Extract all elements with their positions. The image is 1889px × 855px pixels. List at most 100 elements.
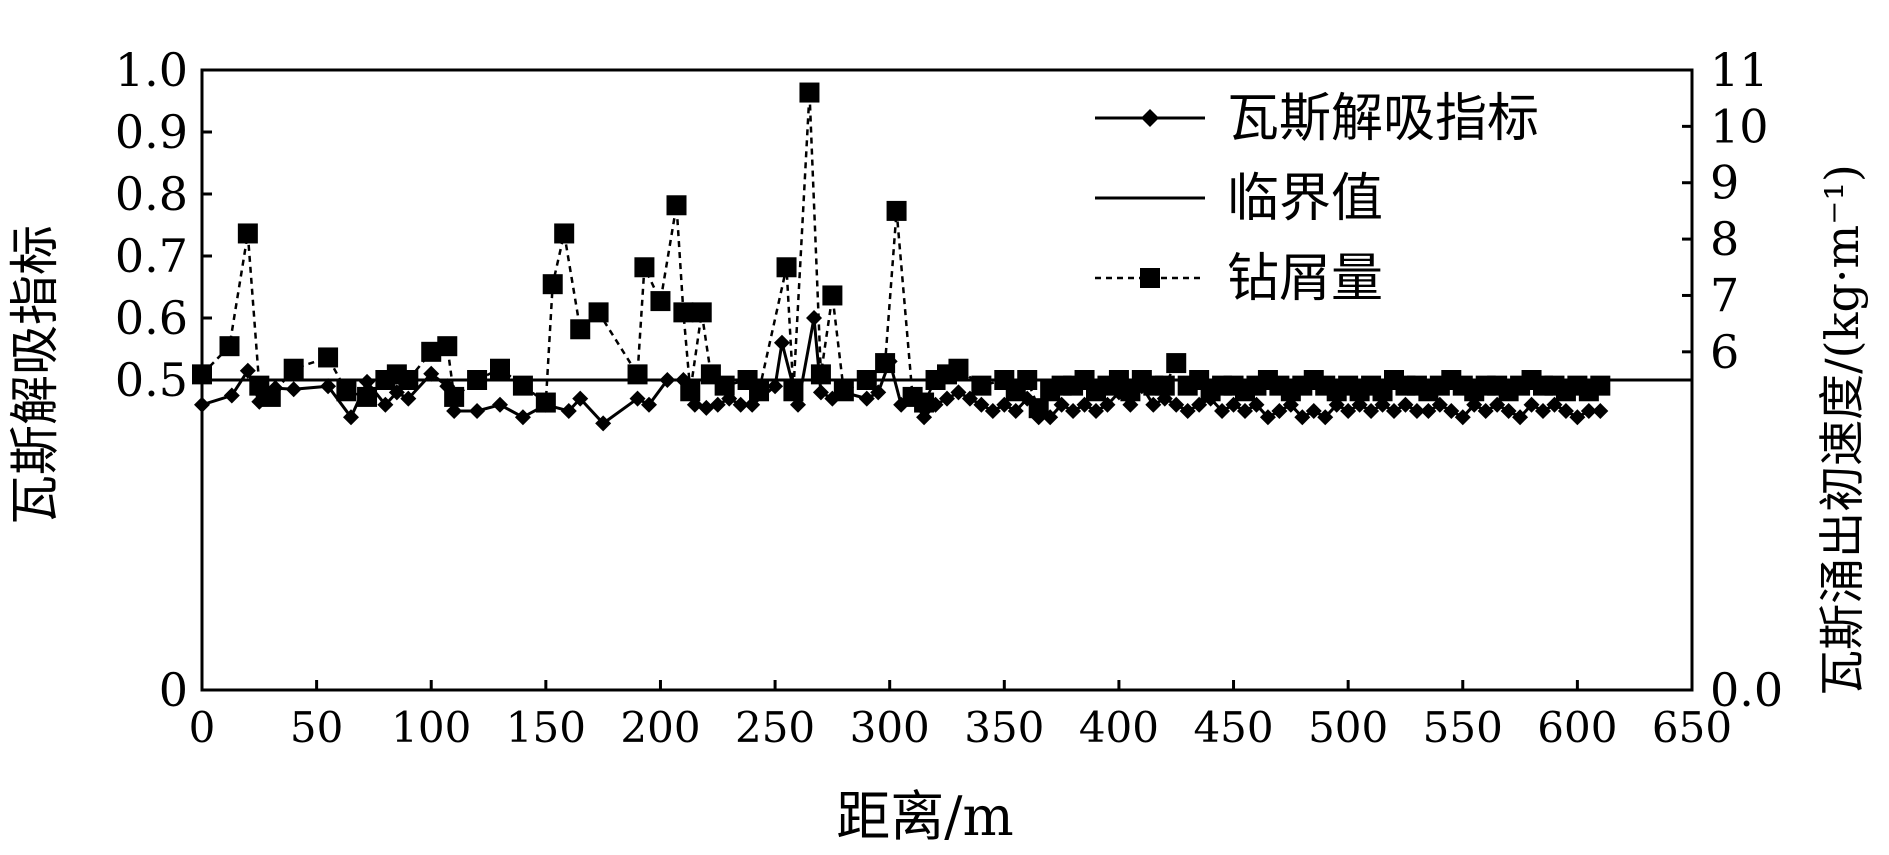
data-point-square xyxy=(512,375,533,396)
data-point-diamond xyxy=(560,403,577,419)
data-point-square xyxy=(398,370,419,390)
legend-label: 临界值 xyxy=(1227,169,1383,229)
left-y-axis-label: 瓦斯解吸指标 xyxy=(6,225,64,525)
data-point-diamond xyxy=(950,384,967,401)
left-tick-label: 0 xyxy=(159,663,188,717)
data-point-diamond xyxy=(698,399,715,416)
data-point-square xyxy=(1017,370,1038,390)
right-tick-label: 0.0 xyxy=(1710,663,1783,717)
legend-label: 钻屑量 xyxy=(1227,249,1383,309)
x-tick-label: 650 xyxy=(1652,703,1732,752)
data-point-diamond xyxy=(812,384,829,401)
data-point-diamond xyxy=(1145,396,1162,413)
data-point-square xyxy=(588,302,609,323)
data-point-diamond xyxy=(916,409,933,426)
left-y-axis: 0 0.5 0.6 0.7 0.8 0.9 1.0 xyxy=(115,43,212,717)
x-tick-label: 600 xyxy=(1537,703,1617,752)
data-point-diamond xyxy=(1477,403,1494,419)
data-point-diamond xyxy=(1294,409,1311,426)
data-point-square xyxy=(680,381,701,402)
data-point-square xyxy=(570,319,591,340)
data-point-diamond xyxy=(858,390,875,407)
data-point-square xyxy=(776,257,797,278)
left-tick-label: 0.5 xyxy=(115,353,188,407)
data-point-square xyxy=(810,364,831,385)
x-tick-label: 550 xyxy=(1423,703,1503,752)
legend-swatch-marker xyxy=(1141,109,1159,127)
data-point-square xyxy=(237,223,258,244)
data-point-diamond xyxy=(1271,403,1288,419)
left-tick-label: 0.7 xyxy=(115,229,188,283)
data-point-diamond xyxy=(1592,403,1609,419)
series-2 xyxy=(192,82,1611,419)
data-point-square xyxy=(444,386,465,407)
left-tick-label: 0.6 xyxy=(115,291,188,345)
data-point-diamond xyxy=(377,396,394,413)
data-point-square xyxy=(856,370,877,390)
data-point-diamond xyxy=(514,409,531,426)
data-point-diamond xyxy=(1408,403,1425,419)
data-point-square xyxy=(971,375,992,396)
data-point-diamond xyxy=(1179,403,1196,419)
data-point-diamond xyxy=(572,390,589,407)
data-point-square xyxy=(318,347,339,368)
data-point-diamond xyxy=(1569,409,1586,426)
data-point-square xyxy=(749,381,770,402)
left-tick-label: 0.9 xyxy=(115,105,188,159)
data-point-diamond xyxy=(1340,403,1357,419)
data-point-square xyxy=(666,195,687,216)
data-point-diamond xyxy=(1523,396,1540,413)
data-point-diamond xyxy=(1386,403,1402,419)
data-point-square xyxy=(650,291,671,312)
data-point-square xyxy=(948,358,969,379)
data-point-square xyxy=(357,386,378,407)
data-point-square xyxy=(799,82,820,103)
data-point-diamond xyxy=(629,390,646,407)
data-point-diamond xyxy=(239,362,256,379)
legend-label: 瓦斯解吸指标 xyxy=(1227,89,1539,149)
data-point-square xyxy=(219,336,240,357)
data-point-diamond xyxy=(320,378,337,395)
data-point-diamond xyxy=(1454,409,1471,426)
data-point-diamond xyxy=(1363,403,1380,419)
legend-item-2: 钻屑量 xyxy=(1095,249,1383,309)
data-point-square xyxy=(1028,398,1049,419)
right-tick-label: 6 xyxy=(1710,325,1739,379)
data-point-diamond xyxy=(1557,403,1574,419)
data-point-square xyxy=(914,392,935,413)
x-tick-label: 450 xyxy=(1193,703,1273,752)
data-point-diamond xyxy=(641,396,657,413)
data-point-diamond xyxy=(1237,403,1253,419)
data-point-diamond xyxy=(1214,403,1231,419)
data-point-square xyxy=(714,375,735,396)
data-point-diamond xyxy=(1305,403,1322,419)
data-point-diamond xyxy=(973,396,990,413)
left-tick-label: 0.8 xyxy=(115,167,188,221)
legend-swatch-marker xyxy=(1140,268,1160,288)
data-point-diamond xyxy=(423,365,440,382)
data-point-square xyxy=(1166,353,1187,374)
data-point-square xyxy=(542,274,563,295)
data-point-diamond xyxy=(1317,409,1334,426)
data-point-diamond xyxy=(732,396,749,413)
series-0 xyxy=(194,310,1609,432)
data-point-square xyxy=(833,381,854,402)
data-point-diamond xyxy=(709,396,726,413)
data-point-diamond xyxy=(1580,403,1597,419)
legend-item-1: 临界值 xyxy=(1095,169,1383,229)
data-point-square xyxy=(627,364,648,385)
data-point-diamond xyxy=(767,378,784,395)
left-tick-label: 1.0 xyxy=(115,43,188,97)
data-point-square xyxy=(554,223,575,244)
right-tick-label: 7 xyxy=(1710,268,1739,322)
data-point-diamond xyxy=(1397,396,1414,413)
right-tick-label: 11 xyxy=(1710,43,1769,97)
data-point-diamond xyxy=(1420,403,1437,419)
x-tick-label: 200 xyxy=(620,703,700,752)
data-point-diamond xyxy=(285,381,302,398)
x-tick-label: 150 xyxy=(506,703,586,752)
data-point-diamond xyxy=(1088,403,1104,419)
